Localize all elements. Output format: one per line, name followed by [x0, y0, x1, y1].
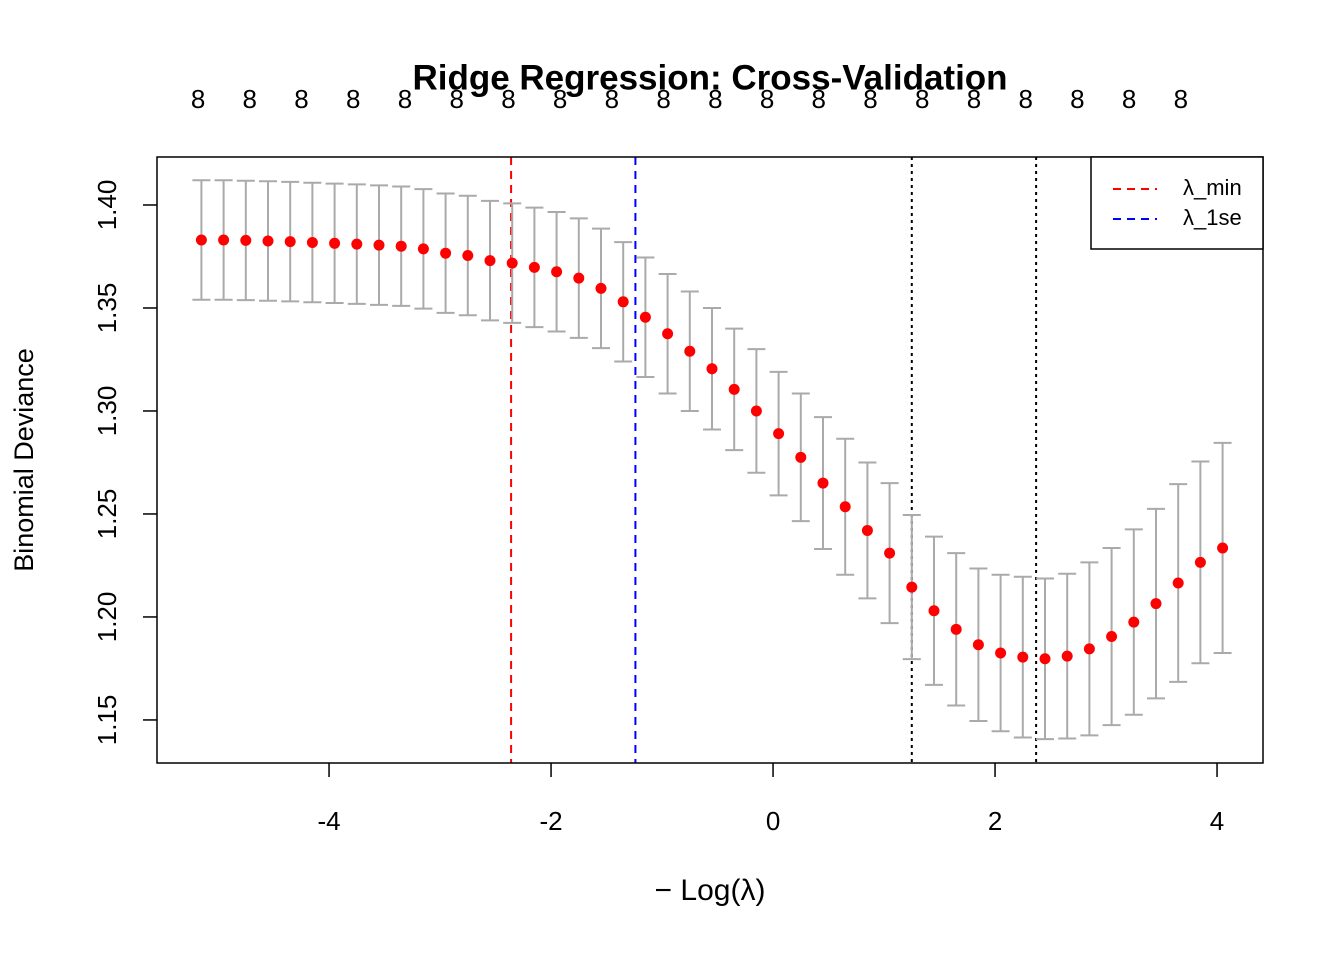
point [506, 257, 518, 269]
y-tick-label: 1.40 [92, 180, 122, 231]
point [706, 363, 718, 375]
point [617, 296, 629, 308]
top-count-label: 8 [398, 84, 412, 114]
legend-box [1090, 156, 1264, 250]
top-count-label: 8 [967, 84, 981, 114]
x-tick-label: 2 [988, 806, 1002, 836]
top-count-label: 8 [294, 84, 308, 114]
plot-frame [156, 156, 1264, 764]
point [1106, 631, 1118, 643]
point [1128, 616, 1140, 628]
y-tick-label: 1.15 [92, 695, 122, 746]
point [995, 647, 1007, 659]
top-count-label: 8 [656, 84, 670, 114]
x-tick-label: 0 [766, 806, 780, 836]
point [329, 237, 341, 249]
top-count-label: 8 [863, 84, 877, 114]
point [1172, 577, 1184, 589]
top-count-label: 8 [1070, 84, 1084, 114]
point [950, 623, 962, 635]
point [1061, 650, 1073, 662]
y-tick-label: 1.35 [92, 283, 122, 334]
top-count-label: 8 [812, 84, 826, 114]
top-count-label: 8 [346, 84, 360, 114]
point [306, 236, 318, 248]
point [684, 345, 696, 357]
point [440, 247, 452, 259]
point [351, 238, 363, 250]
top-count-label: 8 [243, 84, 257, 114]
top-count-label: 8 [915, 84, 929, 114]
top-count-label: 8 [1174, 84, 1188, 114]
top-count-label: 8 [553, 84, 567, 114]
y-tick-label: 1.30 [92, 386, 122, 437]
top-count-label: 8 [605, 84, 619, 114]
legend-label: λ_1se [1183, 205, 1242, 230]
point [639, 311, 651, 323]
point [662, 328, 674, 340]
point [1017, 651, 1029, 663]
point [861, 524, 873, 536]
top-count-label: 8 [191, 84, 205, 114]
point [262, 235, 274, 247]
y-axis-label: Binomial Deviance [9, 348, 39, 572]
point [373, 239, 385, 251]
chart-title: Ridge Regression: Cross-Validation [412, 58, 1007, 97]
point [551, 266, 563, 278]
x-tick-label: 4 [1210, 806, 1224, 836]
point [1217, 542, 1229, 554]
point [972, 639, 984, 651]
top-count-label: 8 [1122, 84, 1136, 114]
y-tick-label: 1.25 [92, 489, 122, 540]
point [573, 272, 585, 284]
point [906, 581, 918, 593]
point [1194, 556, 1206, 568]
point [817, 477, 829, 489]
top-count-label: 8 [760, 84, 774, 114]
point [1150, 598, 1162, 610]
top-count-label: 8 [501, 84, 515, 114]
top-count-label: 8 [708, 84, 722, 114]
point [484, 255, 496, 267]
point [395, 240, 407, 252]
point [928, 605, 940, 617]
point [839, 501, 851, 513]
point [1039, 653, 1051, 665]
point [284, 236, 296, 248]
point [884, 547, 896, 559]
point [750, 405, 762, 417]
x-tick-label: -4 [317, 806, 340, 836]
point [417, 243, 429, 255]
point [773, 428, 785, 440]
point [462, 249, 474, 261]
point [240, 234, 252, 246]
point [795, 451, 807, 463]
point [728, 383, 740, 395]
top-count-label: 8 [1018, 84, 1032, 114]
point [1083, 643, 1095, 655]
y-tick-label: 1.20 [92, 592, 122, 643]
point [218, 234, 230, 246]
point [528, 261, 540, 273]
top-count-label: 8 [449, 84, 463, 114]
x-tick-label: -2 [539, 806, 562, 836]
point [595, 282, 607, 294]
point [195, 234, 207, 246]
x-axis-label: − Log(λ) [655, 874, 766, 907]
legend-label: λ_min [1183, 175, 1242, 200]
